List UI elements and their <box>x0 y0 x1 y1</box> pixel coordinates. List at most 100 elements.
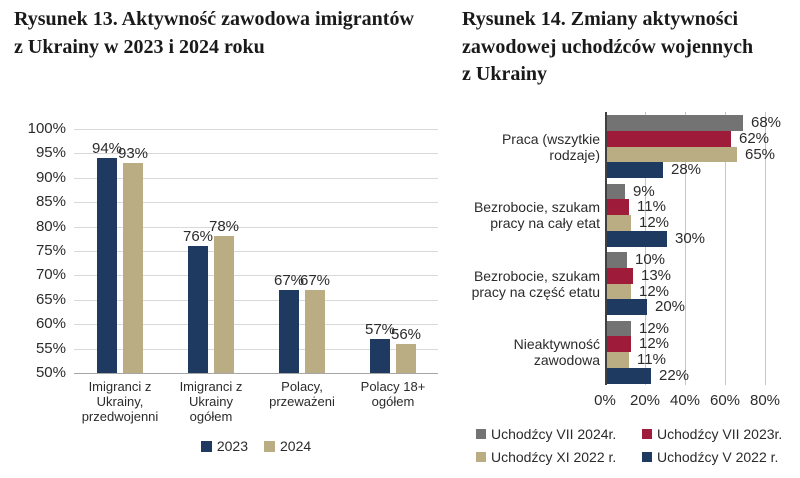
y-tick-label: 100% <box>27 120 66 137</box>
x-tick-label: 60% <box>709 392 741 409</box>
y-tick-label: 75% <box>35 242 66 259</box>
bar <box>607 115 743 131</box>
legend-item: Uchodźcy XI 2022 r. <box>476 449 642 465</box>
bar <box>607 320 631 337</box>
gridline <box>74 348 438 350</box>
gridline <box>645 112 646 385</box>
y-tick-label: 80% <box>35 217 66 235</box>
bar-value-label: 9% <box>633 182 655 200</box>
category-label: Imigranci z Ukrainy, przedwojenni <box>81 379 159 424</box>
gridline <box>725 112 726 385</box>
bar-value-label: 67% <box>273 272 305 290</box>
bar-value-label: 94% <box>91 140 123 158</box>
gridline <box>74 202 438 204</box>
category-label: Polacy 18+ ogółem <box>360 379 426 409</box>
bar-value-label: 30% <box>675 229 706 247</box>
bar-value-label: 12% <box>639 282 670 300</box>
gridline <box>765 112 766 385</box>
bar-value-label: 13% <box>641 266 672 284</box>
category-label-text: Bezrobocie, szukam pracy na cały etat <box>473 199 600 231</box>
gridline <box>74 251 438 252</box>
figure14-title: Rysunek 14. Zmiany aktywności zawodowej … <box>462 8 754 86</box>
legend: 2023 2024 <box>74 438 438 454</box>
y-tick-label: 90% <box>35 168 66 186</box>
bar <box>123 163 143 373</box>
legend-label: 2024 <box>280 438 312 454</box>
legend-item: Uchodźcy VII 2023r. <box>642 426 798 442</box>
gridline <box>685 112 686 385</box>
legend-swatch <box>200 440 212 452</box>
bar <box>370 338 390 373</box>
y-tick-label: 70% <box>35 266 66 284</box>
gridline <box>74 177 438 179</box>
legend-swatch <box>642 452 652 462</box>
bar-value-label: 22% <box>659 366 690 384</box>
y-tick-label: 60% <box>35 315 66 333</box>
bar <box>97 158 117 373</box>
y-tick-label: 85% <box>35 193 66 211</box>
category-label: Imigranci z Ukrainy ogółem <box>179 379 243 424</box>
gridline <box>74 129 438 130</box>
bar-value-label: 56% <box>390 325 422 343</box>
legend-item: Uchodźcy VII 2024r. <box>476 426 642 442</box>
x-tick-label: 20% <box>629 392 661 409</box>
bar <box>607 283 631 300</box>
gridline <box>74 324 438 326</box>
bar-value-label: 12% <box>639 319 670 337</box>
y-tick-label: 50% <box>35 364 66 381</box>
gridline <box>74 299 438 301</box>
bar-value-label: 10% <box>635 251 666 268</box>
bar-value-label: 12% <box>639 214 670 231</box>
y-tick-label: 95% <box>35 144 66 162</box>
x-tick-label: 0% <box>594 392 616 409</box>
bar <box>607 146 737 163</box>
bar <box>305 290 325 373</box>
bar-value-label: 65% <box>745 145 776 163</box>
bar-value-label: 28% <box>671 161 702 179</box>
bar <box>607 267 633 284</box>
gridline <box>74 226 438 228</box>
legend-swatch <box>476 429 486 439</box>
bar <box>607 299 647 315</box>
bar <box>607 162 663 178</box>
category-label-text: Nieaktywność zawodowa <box>513 336 600 368</box>
legend: Uchodźcy VII 2024r. Uchodźcy VII 2023r. Uc… <box>476 426 798 465</box>
bar-value-label: 93% <box>117 145 149 163</box>
bar <box>607 199 629 215</box>
legend-label: 2023 <box>216 438 248 454</box>
bar <box>607 336 631 352</box>
bar-value-label: 20% <box>655 298 686 316</box>
bar-value-label: 11% <box>637 198 666 216</box>
category-label: Praca (wszytkie rodzaje) <box>460 115 600 178</box>
y-tick-label: 65% <box>35 290 66 308</box>
gridline <box>74 153 438 155</box>
legend-swatch <box>476 452 486 462</box>
category-label: Polacy, przeważeni <box>269 379 335 409</box>
bar-value-label: 78% <box>208 218 240 236</box>
figure13-title: Rysunek 13. Aktywność zawodowa imigrantó… <box>14 8 414 58</box>
bar <box>607 352 629 368</box>
category-label: Bezrobocie, szukam pracy na część etatu <box>460 252 600 315</box>
category-label-text: Praca (wszytkie rodzaje) <box>501 130 600 163</box>
legend-label: Uchodźcy XI 2022 r. <box>491 449 617 465</box>
gridline <box>74 275 438 277</box>
bar <box>188 246 208 373</box>
x-tick-label: 80% <box>749 392 781 409</box>
bar-value-label: 11% <box>637 351 666 368</box>
legend-label: Uchodźcy V 2022 r. <box>657 449 779 465</box>
category-label-text: Bezrobocie, szukam pracy na część etatu <box>471 267 600 300</box>
category-label: Bezrobocie, szukam pracy na cały etat <box>460 184 600 247</box>
x-tick-label: 40% <box>669 392 701 409</box>
bar-value-label: 67% <box>299 272 331 290</box>
bar <box>396 343 416 373</box>
category-label: Nieaktywność zawodowa <box>460 321 600 384</box>
bar <box>607 367 651 384</box>
legend-label: Uchodźcy VII 2023r. <box>657 426 783 442</box>
axis-line <box>605 112 607 385</box>
legend-item: Uchodźcy V 2022 r. <box>642 449 798 465</box>
legend-swatch <box>264 440 275 452</box>
gridline <box>74 373 438 374</box>
